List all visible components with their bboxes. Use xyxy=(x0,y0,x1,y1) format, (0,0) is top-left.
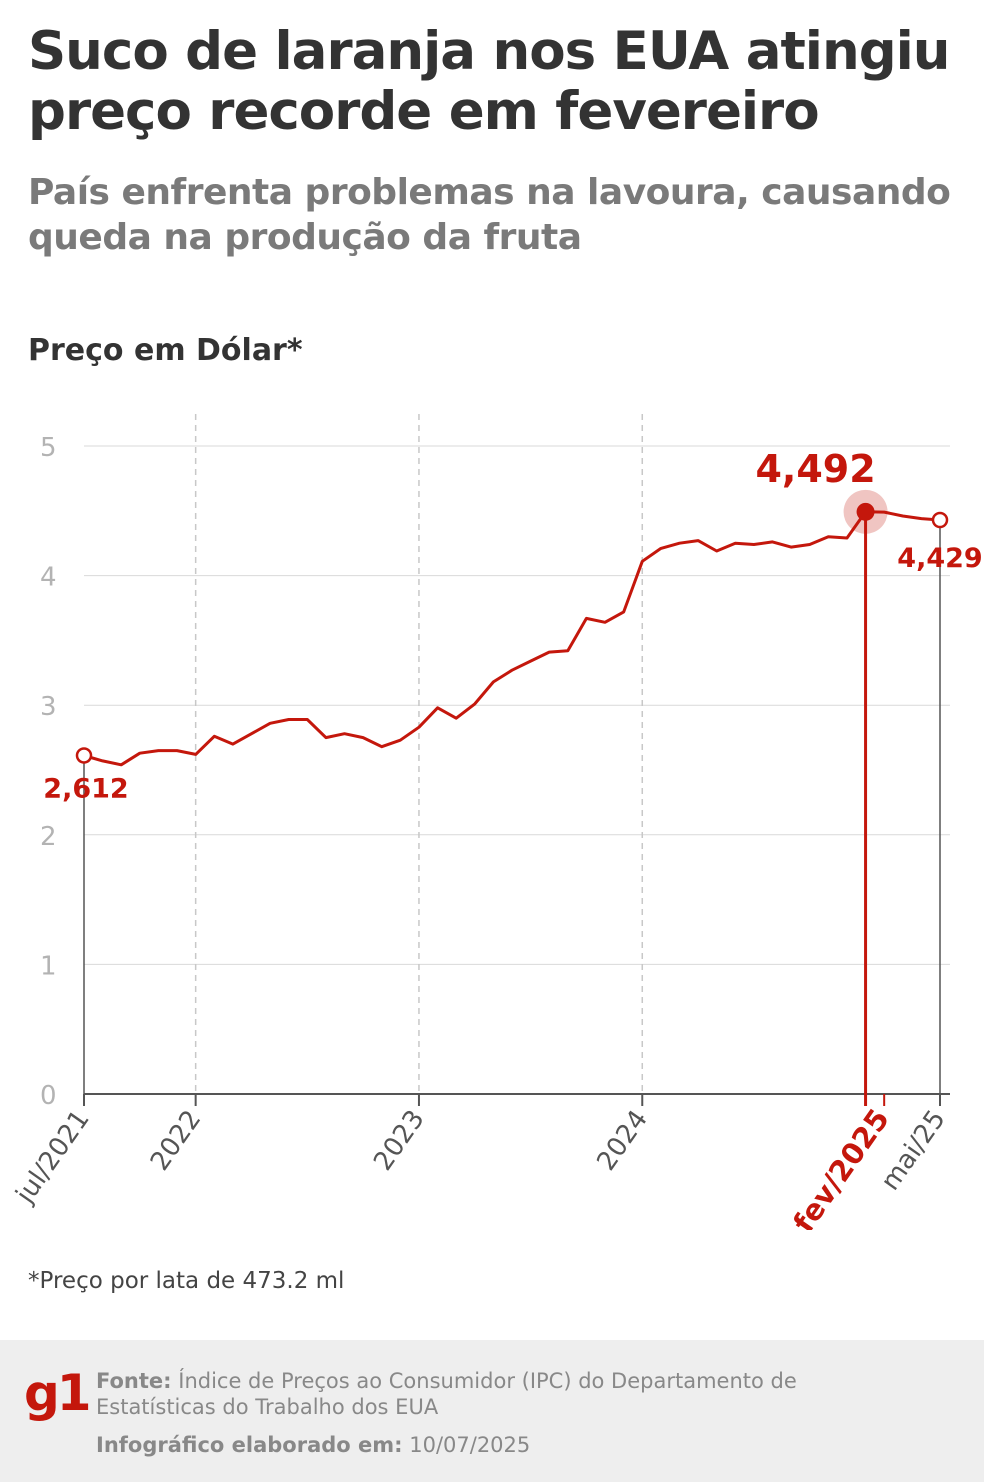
record-point xyxy=(856,502,875,521)
chart-subtitle: País enfrenta problemas na lavoura, caus… xyxy=(28,172,951,258)
y-tick-label: 4 xyxy=(40,563,57,593)
x-tick-label: jul/2021 xyxy=(10,1105,96,1210)
footer: g1 Fonte: Índice de Preços ao Consumidor… xyxy=(0,1340,984,1482)
x-tick-label-highlight: fev/2025 xyxy=(786,1103,896,1230)
start-value-label: 2,612 xyxy=(43,773,128,804)
y-tick-label: 5 xyxy=(40,433,57,463)
y-tick-label: 2 xyxy=(40,822,57,852)
end-point xyxy=(75,747,93,764)
made-date-text: Infográfico elaborado em: 10/07/2025 xyxy=(96,1432,530,1458)
source-description: Índice de Preços ao Consumidor (IPC) do … xyxy=(96,1369,797,1419)
y-tick-label: 0 xyxy=(40,1081,57,1111)
made-date: 10/07/2025 xyxy=(409,1433,531,1457)
record-value-label: 4,492 xyxy=(755,447,875,491)
footnote: *Preço por lata de 473.2 ml xyxy=(28,1268,345,1294)
chart-title: Suco de laranja nos EUA atingiu preço re… xyxy=(28,21,951,142)
y-axis-label: Preço em Dólar* xyxy=(28,333,303,368)
x-tick-label: 2023 xyxy=(368,1105,431,1176)
x-tick-label: 2022 xyxy=(145,1105,208,1176)
end-value-label: 4,429 xyxy=(897,543,982,574)
y-tick-label: 1 xyxy=(40,951,57,981)
y-tick-label: 3 xyxy=(40,692,57,722)
made-label: Infográfico elaborado em: xyxy=(96,1433,403,1457)
source-label: Fonte: xyxy=(96,1369,172,1393)
g1-logo[interactable]: g1 xyxy=(24,1364,92,1422)
source-text: Fonte: Índice de Preços ao Consumidor (I… xyxy=(96,1368,816,1420)
price-series-line xyxy=(83,510,941,767)
x-tick-label: 2024 xyxy=(591,1105,654,1176)
end-point xyxy=(931,511,949,529)
